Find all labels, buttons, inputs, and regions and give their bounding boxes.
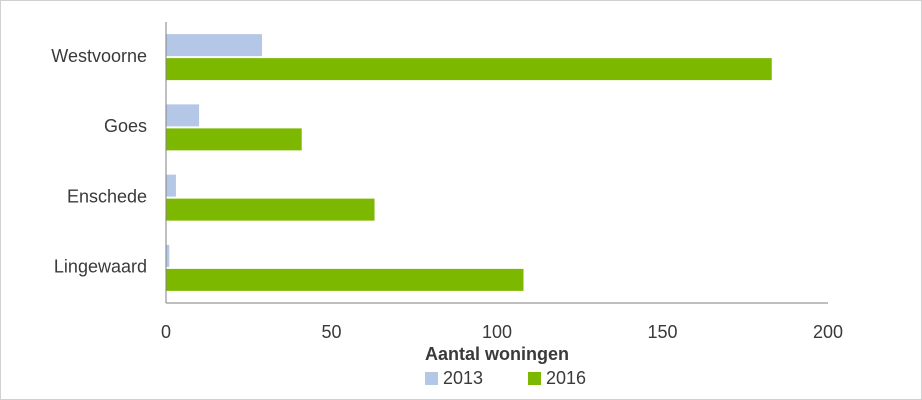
bar: [166, 58, 772, 81]
y-tick-label: Westvoorne: [51, 46, 147, 66]
bar: [166, 128, 302, 151]
x-tick-label: 50: [321, 322, 341, 342]
x-tick-label: 100: [482, 322, 512, 342]
legend-swatch: [528, 372, 541, 385]
y-tick-label: Enschede: [67, 186, 147, 206]
y-tick-label: Goes: [104, 116, 147, 136]
bar: [166, 174, 176, 197]
bar: [166, 104, 200, 127]
x-axis-title: Aantal woningen: [425, 344, 569, 364]
legend-label: 2013: [443, 368, 483, 388]
x-tick-label: 0: [161, 322, 171, 342]
y-tick-label: Lingewaard: [54, 257, 147, 277]
bar: [166, 268, 524, 291]
bar: [166, 34, 262, 57]
bar: [166, 198, 375, 221]
x-tick-label: 200: [813, 322, 843, 342]
legend-swatch: [425, 372, 438, 385]
legend-label: 2016: [546, 368, 586, 388]
bar: [166, 244, 170, 267]
x-tick-label: 150: [647, 322, 677, 342]
